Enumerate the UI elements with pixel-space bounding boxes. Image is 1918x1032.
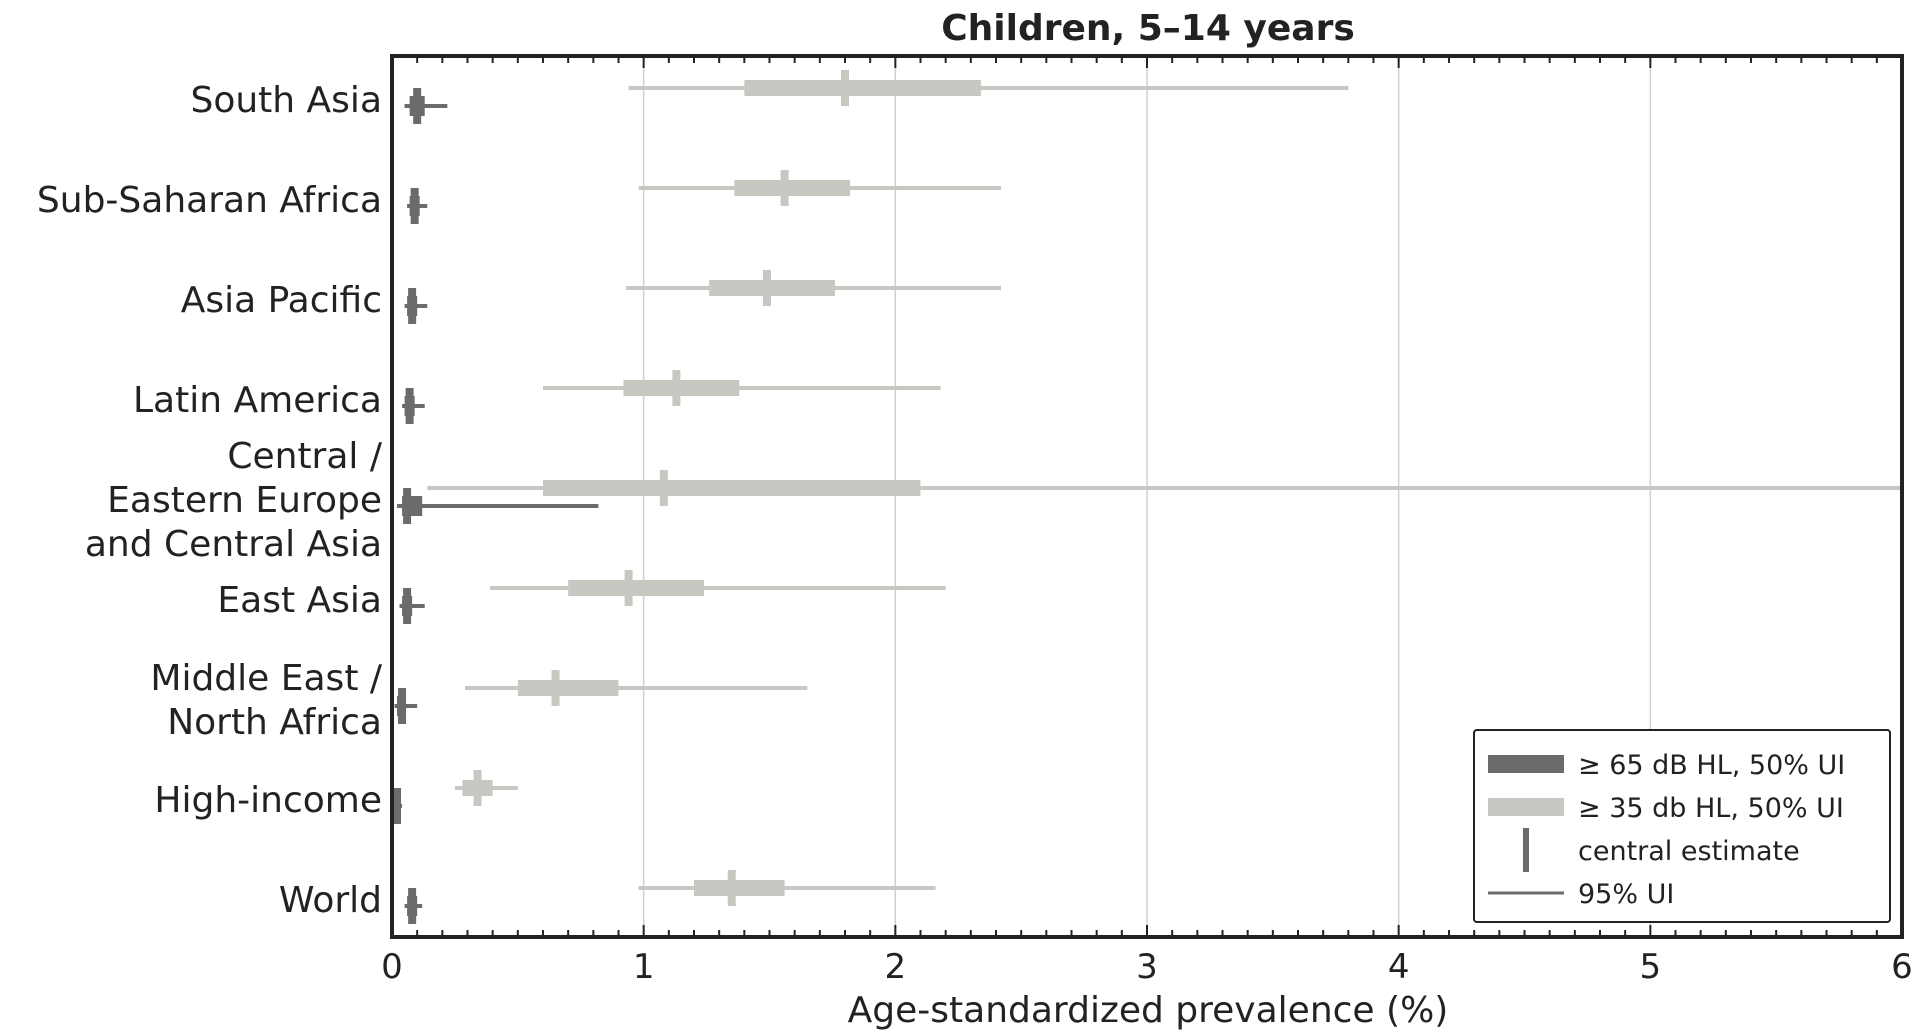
legend-label: ≥ 65 dB HL, 50% UI	[1578, 750, 1845, 781]
y-category-label-line: South Asia	[190, 80, 382, 121]
x-tick-label: 3	[1136, 947, 1158, 987]
legend-label: 95% UI	[1578, 879, 1674, 910]
legend-box	[1473, 729, 1891, 923]
iqr50-box	[694, 880, 785, 896]
chart-title: Children, 5–14 years	[941, 8, 1355, 49]
legend-swatch	[1488, 755, 1564, 773]
y-labels-layer: South Asia Sub-Saharan Africa Asia Pacific…	[37, 80, 383, 921]
y-category-label-line: Latin America	[133, 380, 382, 421]
iqr50-box	[623, 380, 740, 396]
legend-label: ≥ 35 db HL, 50% UI	[1578, 793, 1844, 824]
x-tick-label: 5	[1640, 947, 1662, 987]
iqr50-box	[709, 280, 835, 296]
legend-item: 95% UI	[1488, 879, 1674, 910]
iqr50-box	[568, 580, 705, 596]
x-ticks-layer: 0 1 2 3 4 5 6	[381, 947, 1913, 987]
y-category-label: High-income	[154, 780, 382, 821]
y-category-label-line: World	[279, 880, 382, 921]
legend-label: central estimate	[1578, 836, 1800, 867]
y-category-label-line: Central /	[227, 436, 383, 477]
x-axis-title: Age-standardized prevalence (%)	[848, 990, 1449, 1031]
x-tick-label: 1	[633, 947, 655, 987]
y-category-label: Latin America	[133, 380, 382, 421]
legend-item: central estimate	[1523, 828, 1800, 872]
x-tick-label: 4	[1388, 947, 1410, 987]
y-category-label-line: Sub-Saharan Africa	[37, 180, 382, 221]
legend-item: ≥ 35 db HL, 50% UI	[1488, 793, 1844, 824]
legend-item: ≥ 65 dB HL, 50% UI	[1488, 750, 1845, 781]
x-tick-label: 6	[1891, 947, 1913, 987]
grid-layer	[642, 56, 1652, 937]
legend: ≥ 65 dB HL, 50% UI ≥ 35 db HL, 50% UI cent…	[1473, 729, 1891, 923]
x-tick-label: 0	[381, 947, 403, 987]
y-category-label-line: Asia Pacific	[181, 280, 382, 321]
y-category-label-line: High-income	[154, 780, 382, 821]
legend-swatch	[1488, 798, 1564, 816]
y-category-label-line: East Asia	[217, 580, 382, 621]
iqr50-box	[517, 680, 619, 696]
iqr50-box	[744, 80, 981, 96]
y-category-label-line: North Africa	[167, 702, 382, 743]
bars-layer	[393, 70, 1902, 924]
y-category-label: Middle East /North Africa	[150, 658, 382, 743]
y-category-label: Asia Pacific	[181, 280, 382, 321]
y-category-label: South Asia	[190, 80, 382, 121]
y-category-label: Sub-Saharan Africa	[37, 180, 382, 221]
y-category-label-line: Eastern Europe	[107, 480, 382, 521]
y-category-label-line: Middle East /	[150, 658, 382, 699]
iqr50-box	[734, 180, 851, 196]
iqr50-box	[543, 480, 921, 496]
y-category-label: East Asia	[217, 580, 382, 621]
y-category-label: World	[279, 880, 382, 921]
x-tick-label: 2	[885, 947, 907, 987]
frame-layer	[390, 54, 1904, 939]
y-category-label-line: and Central Asia	[85, 524, 382, 565]
